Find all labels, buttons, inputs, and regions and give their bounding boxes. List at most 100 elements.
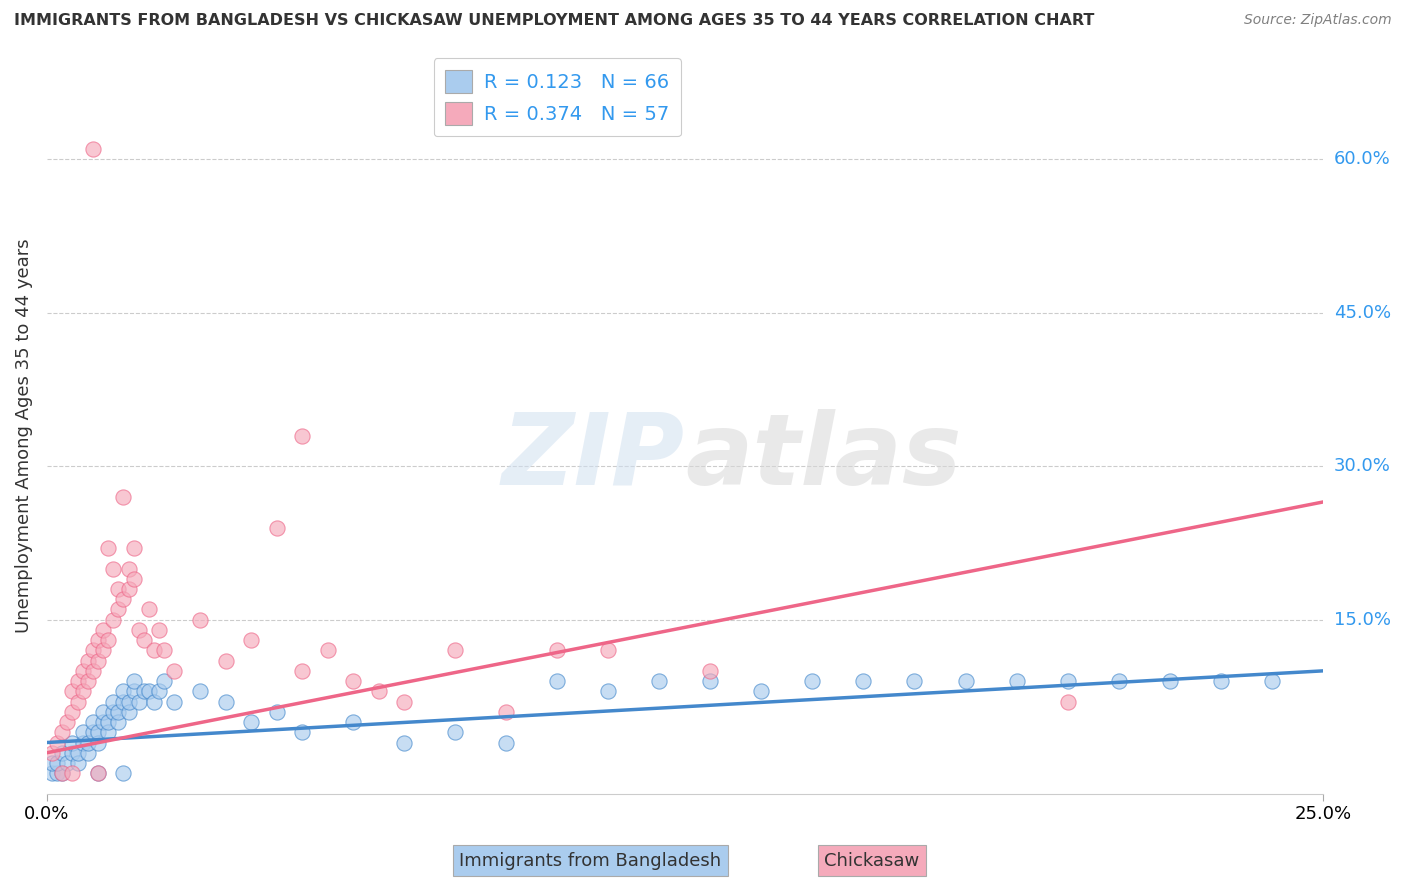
Point	[1159, 674, 1181, 689]
Point	[153, 643, 176, 657]
Point	[598, 684, 620, 698]
Point	[66, 674, 89, 689]
Point	[1005, 674, 1028, 689]
Point	[66, 746, 89, 760]
Point	[132, 684, 155, 698]
Point	[60, 766, 83, 780]
Y-axis label: Unemployment Among Ages 35 to 44 years: Unemployment Among Ages 35 to 44 years	[15, 238, 32, 632]
Point	[87, 654, 110, 668]
Point	[648, 674, 671, 689]
Point	[60, 705, 83, 719]
Point	[107, 602, 129, 616]
Point	[41, 766, 63, 780]
Point	[955, 674, 977, 689]
Point	[41, 746, 63, 760]
Point	[214, 695, 236, 709]
Point	[291, 664, 314, 678]
Point	[41, 756, 63, 770]
Point	[97, 714, 120, 729]
Point	[163, 695, 186, 709]
Point	[76, 735, 98, 749]
Text: ZIP: ZIP	[502, 409, 685, 506]
Point	[546, 643, 568, 657]
Point	[82, 725, 104, 739]
Point	[801, 674, 824, 689]
Text: 30.0%: 30.0%	[1334, 458, 1391, 475]
Point	[76, 746, 98, 760]
Point	[107, 714, 129, 729]
Point	[60, 684, 83, 698]
Point	[66, 695, 89, 709]
Point	[87, 633, 110, 648]
Point	[316, 643, 339, 657]
Point	[163, 664, 186, 678]
Text: IMMIGRANTS FROM BANGLADESH VS CHICKASAW UNEMPLOYMENT AMONG AGES 35 TO 44 YEARS C: IMMIGRANTS FROM BANGLADESH VS CHICKASAW …	[14, 13, 1094, 29]
Point	[153, 674, 176, 689]
Point	[546, 674, 568, 689]
Point	[122, 674, 145, 689]
Point	[51, 746, 73, 760]
Point	[103, 705, 125, 719]
Point	[699, 674, 721, 689]
Point	[1261, 674, 1284, 689]
Point	[112, 766, 135, 780]
Point	[72, 725, 94, 739]
Text: Chickasaw: Chickasaw	[824, 852, 920, 870]
Point	[51, 766, 73, 780]
Point	[51, 725, 73, 739]
Point	[122, 572, 145, 586]
Point	[72, 664, 94, 678]
Point	[903, 674, 925, 689]
Point	[97, 725, 120, 739]
Point	[132, 633, 155, 648]
Point	[1209, 674, 1232, 689]
Text: atlas: atlas	[685, 409, 962, 506]
Point	[60, 735, 83, 749]
Point	[148, 623, 170, 637]
Point	[444, 643, 467, 657]
Point	[495, 705, 517, 719]
Point	[72, 684, 94, 698]
Point	[444, 725, 467, 739]
Point	[91, 643, 114, 657]
Point	[72, 735, 94, 749]
Point	[103, 613, 125, 627]
Point	[117, 561, 139, 575]
Point	[1056, 695, 1078, 709]
Point	[112, 592, 135, 607]
Point	[56, 714, 79, 729]
Point	[392, 735, 415, 749]
Point	[87, 725, 110, 739]
Point	[367, 684, 389, 698]
Point	[148, 684, 170, 698]
Point	[122, 684, 145, 698]
Point	[188, 684, 211, 698]
Point	[1056, 674, 1078, 689]
Point	[91, 623, 114, 637]
Point	[97, 541, 120, 555]
Point	[214, 654, 236, 668]
Point	[91, 705, 114, 719]
Text: 15.0%: 15.0%	[1334, 611, 1391, 629]
Point	[117, 695, 139, 709]
Point	[66, 756, 89, 770]
Point	[392, 695, 415, 709]
Text: Immigrants from Bangladesh: Immigrants from Bangladesh	[460, 852, 721, 870]
Point	[60, 746, 83, 760]
Point	[76, 654, 98, 668]
Point	[103, 695, 125, 709]
Point	[117, 582, 139, 596]
Point	[112, 695, 135, 709]
Point	[97, 633, 120, 648]
Text: 60.0%: 60.0%	[1334, 150, 1391, 169]
Point	[291, 428, 314, 442]
Point	[103, 561, 125, 575]
Point	[138, 684, 160, 698]
Text: Source: ZipAtlas.com: Source: ZipAtlas.com	[1244, 13, 1392, 28]
Text: 45.0%: 45.0%	[1334, 303, 1391, 322]
Point	[117, 705, 139, 719]
Point	[82, 714, 104, 729]
Point	[143, 643, 166, 657]
Point	[852, 674, 875, 689]
Point	[598, 643, 620, 657]
